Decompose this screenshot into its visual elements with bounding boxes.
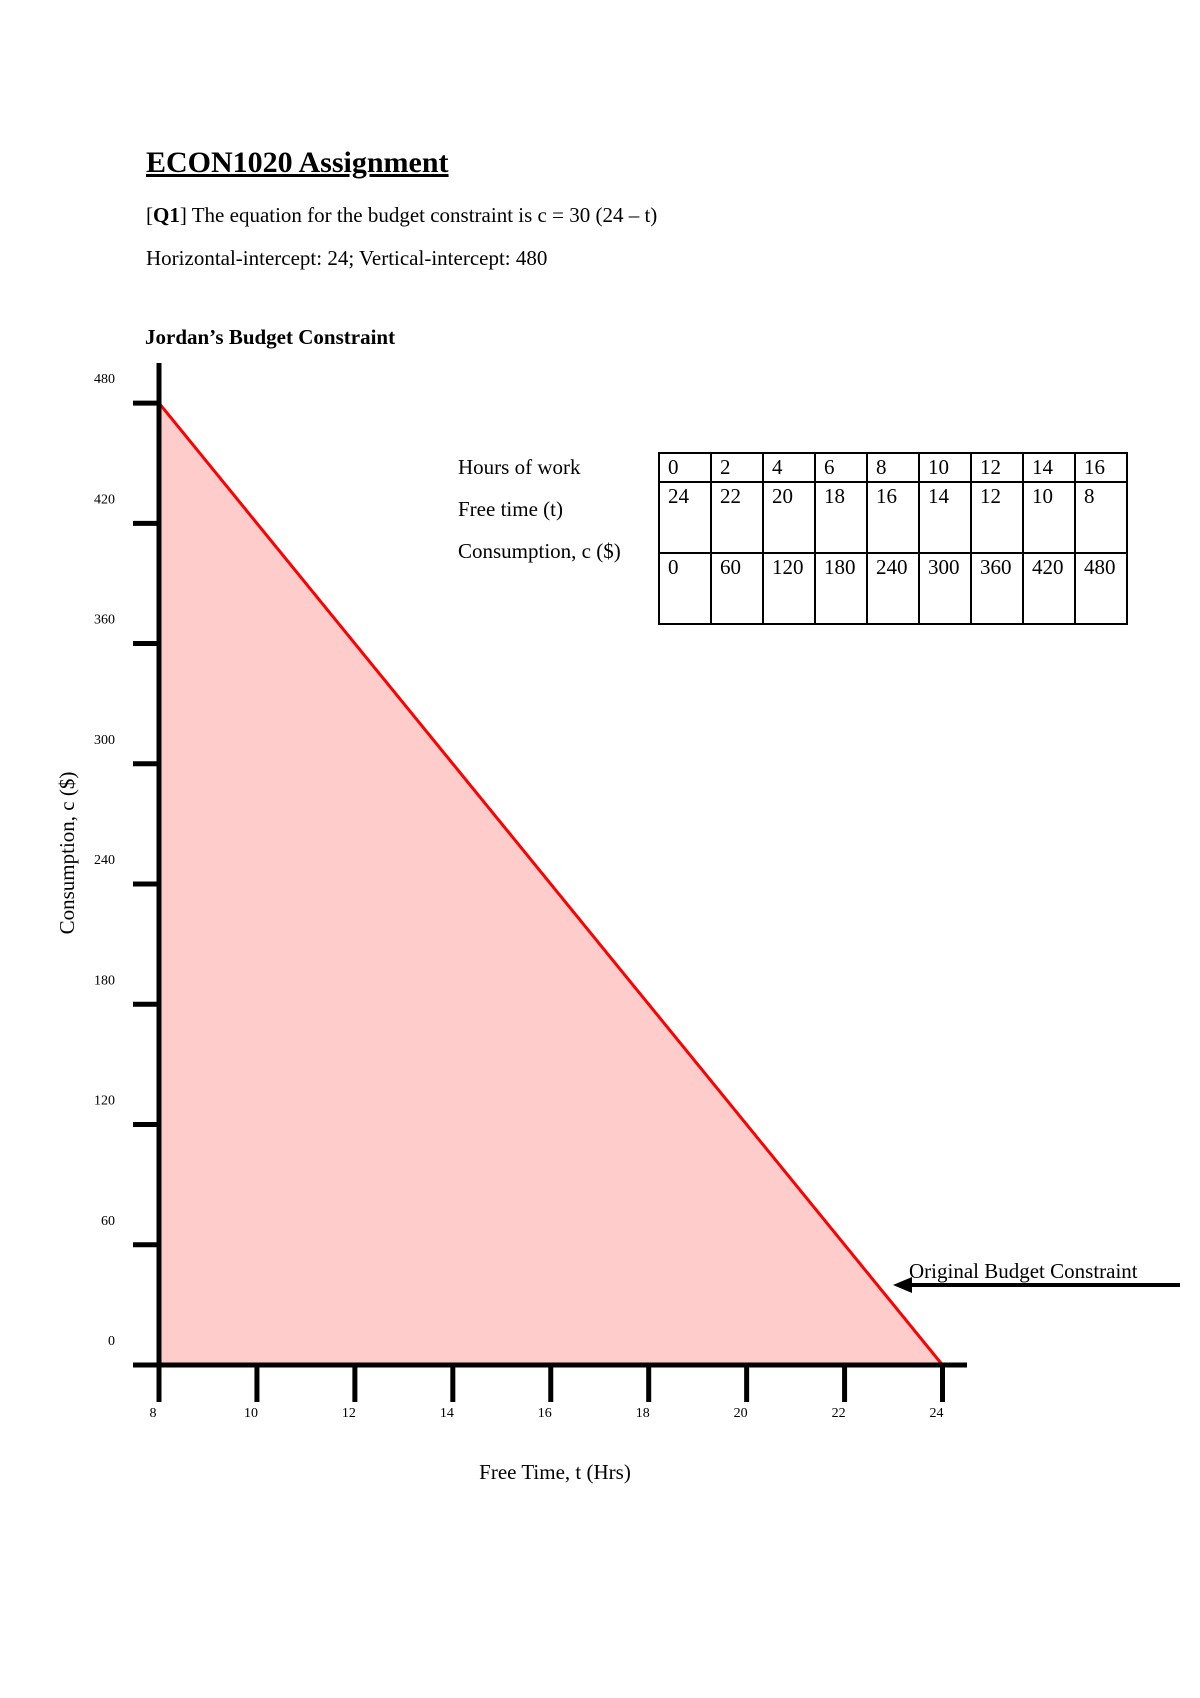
annotation: Original Budget Constraint (909, 1259, 1138, 1283)
table-cell: 8 (1074, 481, 1128, 554)
table-cell: 4 (762, 452, 816, 483)
y-tick-label: 0 (108, 1334, 115, 1349)
doc-title: ECON1020 Assignment (146, 146, 449, 179)
row-label: Hours of work (458, 455, 581, 479)
table-cell: 300 (918, 552, 972, 625)
y-axis-label: Consumption, c ($) (55, 772, 79, 935)
paragraph-text: The equation for the budget constraint i… (191, 203, 658, 227)
table-cell: 420 (1022, 552, 1076, 625)
y-tick-label: 240 (94, 853, 115, 868)
table-cell: 16 (866, 481, 920, 554)
table-cell: 12 (970, 481, 1024, 554)
table-cell: 16 (1074, 452, 1128, 483)
table-cell: 2 (710, 452, 764, 483)
table-cell: 10 (1022, 481, 1076, 554)
x-tick-label: 10 (244, 1406, 258, 1421)
data-table: 0 2 4 6 8 10 12 14 16 24 22 20 18 16 14 12 10 8 0 60 120 180 2… (658, 452, 1128, 625)
paragraph: [Q1] The equation for the budget constra… (146, 203, 658, 227)
table-cell: 240 (866, 552, 920, 625)
question-label: Q1 (153, 203, 180, 227)
x-tick-label: 16 (538, 1406, 552, 1421)
table-cell: 10 (918, 452, 972, 483)
table-cell: 8 (866, 452, 920, 483)
x-tick-label: 22 (832, 1406, 846, 1421)
x-tick-label: 24 (930, 1406, 944, 1421)
x-tick-label: 14 (440, 1406, 454, 1421)
table-row: 0 2 4 6 8 10 12 14 16 (658, 452, 1128, 483)
y-tick-label: 300 (94, 733, 115, 748)
y-tick-label: 60 (101, 1214, 115, 1229)
table-cell: 18 (814, 481, 868, 554)
table-cell: 14 (1022, 452, 1076, 483)
chart-title: Jordan’s Budget Constraint (145, 325, 396, 349)
y-tick-label: 180 (94, 973, 115, 988)
x-tick-label: 20 (734, 1406, 748, 1421)
table-cell: 360 (970, 552, 1024, 625)
x-tick-label: 12 (342, 1406, 356, 1421)
x-tick-label: 8 (150, 1406, 157, 1421)
y-tick-label: 360 (94, 613, 115, 628)
table-cell: 22 (710, 481, 764, 554)
table-row: 24 22 20 18 16 14 12 10 8 (658, 481, 1128, 554)
y-tick-label: 420 (94, 492, 115, 507)
table-cell: 20 (762, 481, 816, 554)
table-cell: 180 (814, 552, 868, 625)
x-axis-label: Free Time, t (Hrs) (479, 1460, 631, 1484)
table-cell: 12 (970, 452, 1024, 483)
row-label: Consumption, c ($) (458, 539, 621, 563)
table-cell: 6 (814, 452, 868, 483)
table-cell: 0 (658, 452, 712, 483)
table-cell: 120 (762, 552, 816, 625)
line (157, 402, 944, 1366)
table-cell: 60 (710, 552, 764, 625)
y-tick-label: 480 (94, 372, 115, 387)
arrow-head (893, 1277, 912, 1293)
row-label: Free time (t) (458, 497, 563, 521)
table-cell: 480 (1074, 552, 1128, 625)
table-cell: 0 (658, 552, 712, 625)
x-tick-label: 18 (636, 1406, 650, 1421)
table-cell: 24 (658, 481, 712, 554)
table-row: 0 60 120 180 240 300 360 420 480 (658, 552, 1128, 625)
paragraph: Horizontal-intercept: 24; Vertical-inter… (146, 246, 548, 270)
y-tick-label: 120 (94, 1094, 115, 1109)
table-cell: 14 (918, 481, 972, 554)
